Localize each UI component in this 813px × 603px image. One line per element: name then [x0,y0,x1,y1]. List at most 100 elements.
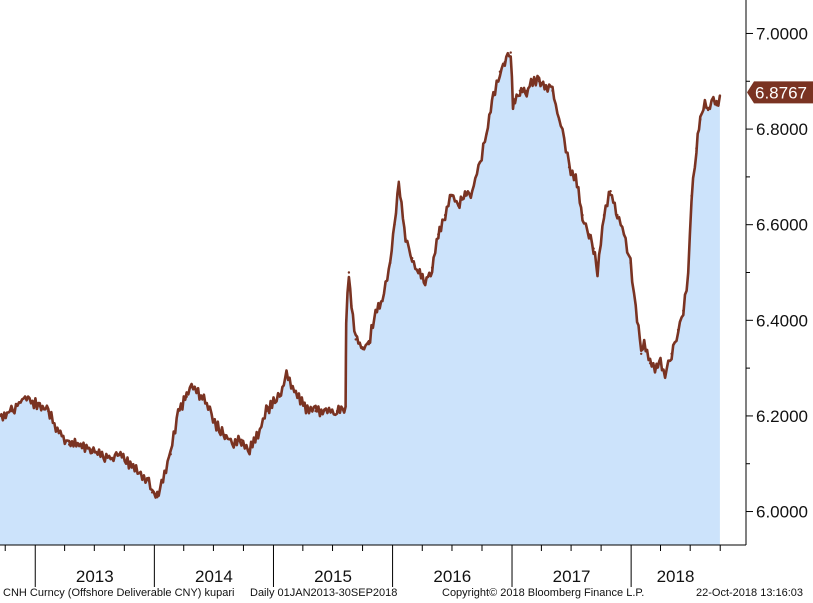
data-point [109,457,112,461]
plot-layer [0,51,722,545]
data-point [471,190,474,193]
data-point [393,223,396,226]
data-point [10,409,13,413]
data-point [424,280,427,284]
data-point [177,409,180,413]
x-year-label: 2014 [195,567,233,586]
data-point [38,405,41,408]
data-point [56,429,59,432]
data-point [485,132,488,136]
data-point [587,233,591,236]
data-point [397,180,400,183]
last-value-label: 6.8767 [755,83,807,102]
data-point [567,166,571,169]
data-point [196,390,200,394]
data-point [655,366,658,370]
data-point [699,118,702,121]
data-point [68,443,71,446]
data-point [609,190,612,193]
data-point [622,233,626,236]
data-point [367,343,370,346]
data-point [272,400,275,403]
data-point [718,94,722,97]
data-point [503,60,506,64]
data-point [659,362,662,365]
data-point [581,213,584,217]
data-point [640,352,643,355]
data-point [389,261,392,265]
data-point [265,409,268,413]
data-point [329,409,332,413]
data-point [0,414,2,418]
data-point [314,409,317,413]
data-point [117,453,121,456]
data-point [240,438,243,441]
data-point [89,448,92,451]
footer-timestamp: 22-Oct-2018 13:16:03 [696,587,804,599]
data-point [207,405,210,408]
data-point [498,70,502,73]
x-year-label: 2018 [657,567,695,586]
data-point [509,51,512,54]
data-point [127,462,131,465]
data-point [291,386,294,389]
x-year-label: 2016 [433,567,471,586]
x-year-label: 2017 [553,567,591,586]
data-point [670,352,673,355]
data-point [596,271,599,274]
data-point [163,472,166,475]
y-tick-label: 6.4000 [756,311,808,330]
data-point [616,213,619,217]
data-point [551,89,554,93]
data-point [574,175,577,179]
data-point [443,213,447,217]
data-point [511,104,515,107]
data-point [648,362,652,365]
y-tick-label: 6.2000 [756,407,808,426]
data-point [531,80,534,83]
last-value-tag [747,81,813,104]
data-point [374,309,377,312]
data-point [629,261,632,265]
y-tick-label: 6.8000 [756,120,808,139]
data-point [169,453,172,456]
data-point [256,433,260,437]
data-point [478,161,482,164]
data-point [185,395,188,398]
data-point [634,304,637,308]
data-point [223,433,226,437]
data-point [602,213,606,217]
data-point [335,409,339,413]
data-point [146,476,149,480]
axis-layer: 6.0000 6.2000 6.4000 6.6000 6.8000 7.0000 2013… [0,0,813,587]
data-point [347,271,351,274]
data-point [79,443,82,446]
data-point [457,204,460,207]
data-point [695,147,698,150]
data-point [99,453,102,456]
data-point [150,491,154,494]
data-point [47,409,50,413]
footer-range: Daily 01JAN2013-30SEP2018 [250,587,398,599]
data-point [537,80,541,83]
data-point [411,257,414,260]
data-point [525,89,528,93]
y-tick-label: 6.0000 [756,503,808,522]
data-point [215,424,218,427]
data-point [703,104,707,107]
y-tick-label: 6.6000 [756,216,808,235]
data-point [437,233,440,236]
series-line [0,51,722,499]
data-point [513,99,517,102]
data-point [23,395,27,398]
data-point [278,395,281,398]
data-point [137,472,141,475]
data-point [350,304,353,308]
data-point [417,271,420,274]
data-point [706,108,710,112]
data-point [306,409,309,413]
data-point [557,118,561,121]
data-point [285,371,288,375]
data-point [463,194,467,198]
